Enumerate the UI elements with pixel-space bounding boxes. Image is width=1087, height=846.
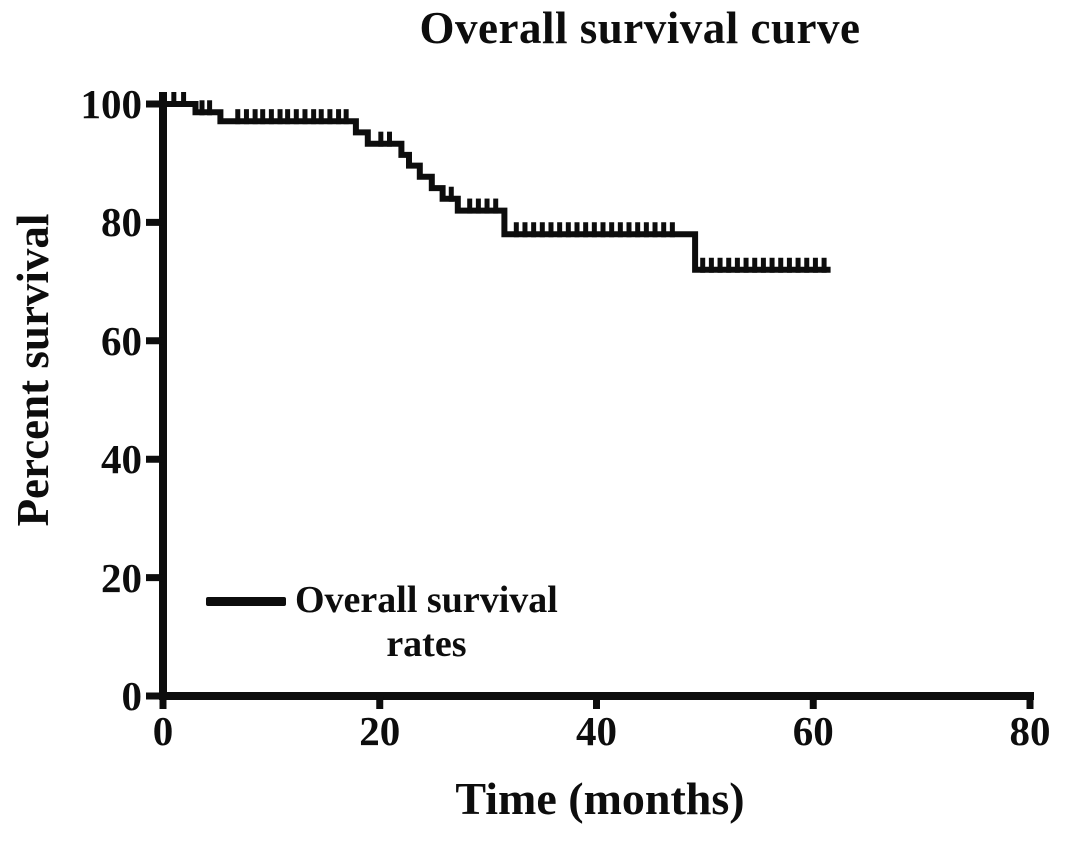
x-tick-label: 80	[1009, 708, 1051, 754]
x-tick-label: 20	[359, 708, 401, 754]
x-axis-title: Time (months)	[455, 773, 745, 824]
y-tick-label: 100	[80, 81, 143, 127]
legend-label: Overall survival rates	[295, 578, 558, 666]
survival-step-curve	[163, 101, 831, 273]
x-tick-label: 40	[576, 708, 617, 754]
y-tick-label: 60	[101, 317, 142, 364]
legend-line-swatch	[206, 597, 286, 606]
y-tick-label: 40	[101, 436, 142, 483]
y-tick-label: 0	[121, 673, 143, 719]
legend-label-line1: Overall survival	[295, 579, 558, 621]
x-tick-label: 0	[152, 708, 174, 754]
y-tick-label: 80	[101, 199, 142, 246]
legend-label-line2: rates	[386, 623, 467, 665]
x-tick-label: 60	[792, 708, 834, 754]
chart-title: Overall survival curve	[419, 3, 861, 53]
y-tick-label: 20	[101, 554, 142, 601]
